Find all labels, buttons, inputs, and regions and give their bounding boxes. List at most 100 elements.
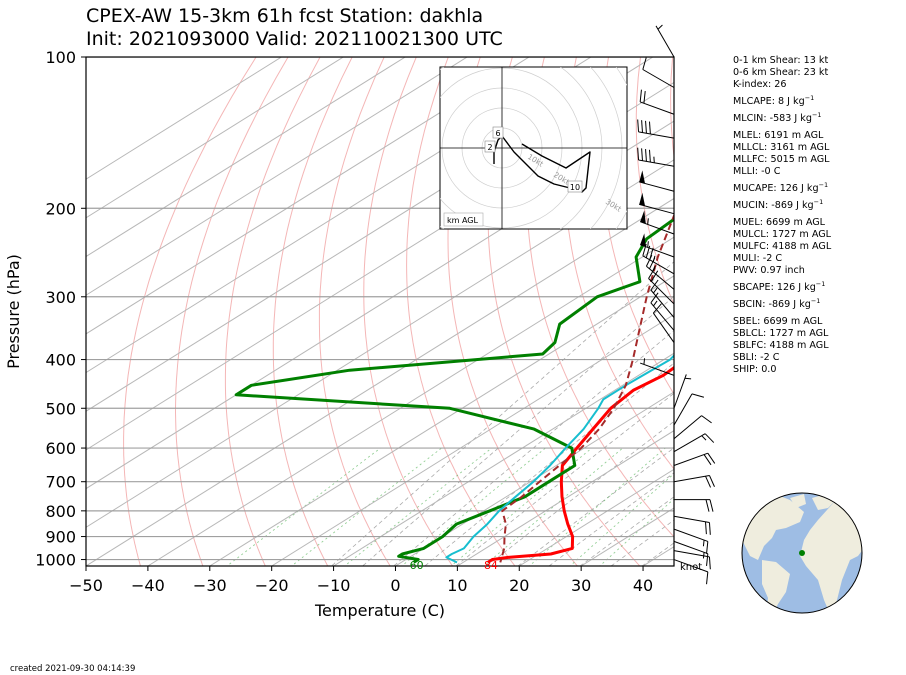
isotherm xyxy=(86,57,283,180)
parameter-unit-exponent: −1 xyxy=(811,111,822,119)
mixing-ratio-line xyxy=(483,447,623,566)
y-tick-label: 600 xyxy=(45,439,76,458)
dry-adiabat xyxy=(487,57,641,566)
wind-barb-full xyxy=(704,433,715,443)
wind-barb xyxy=(642,57,675,88)
wind-barb xyxy=(642,243,675,275)
globe-africa xyxy=(800,500,862,613)
wind-barb-full xyxy=(648,267,656,279)
parameter-row: SBEL: 6699 m AGL xyxy=(733,316,823,327)
dry-adiabat xyxy=(272,57,353,566)
moist-adiabat xyxy=(517,447,674,566)
wind-barb xyxy=(673,540,709,567)
wind-barb-staff xyxy=(646,265,675,290)
wind-barb-full xyxy=(637,119,640,132)
wind-barb-full xyxy=(641,148,643,161)
parameter-row: SBCAPE: 126 J kg−1 xyxy=(733,280,826,293)
moist-adiabat xyxy=(362,295,674,566)
parameter-row: MLEL: 6191 m AGL xyxy=(733,130,824,141)
wind-barb-full xyxy=(708,522,711,535)
y-axis-label: Pressure (hPa) xyxy=(4,254,23,369)
wind-barb xyxy=(673,452,716,466)
wind-barb-full xyxy=(703,454,712,466)
wind-barb-full xyxy=(707,452,716,464)
globe-station-marker xyxy=(799,550,805,556)
wind-barb xyxy=(673,374,692,409)
wind-barb-half xyxy=(701,435,707,441)
isotherm xyxy=(86,57,530,335)
wind-barb-full xyxy=(705,499,710,512)
hodograph-height-label: 2 xyxy=(484,140,496,153)
series-wetbulb-line xyxy=(445,354,674,564)
wind-barb xyxy=(640,210,675,235)
x-tick-label: 0 xyxy=(390,576,400,595)
wind-barb-full xyxy=(639,89,642,103)
created-timestamp: created 2021-09-30 04:14:39 xyxy=(10,664,136,674)
wind-barb-staff xyxy=(642,69,675,88)
parameter-row: MLCIN: -583 J kg−1 xyxy=(733,111,822,124)
wind-barb-full xyxy=(650,292,659,304)
y-tick-label: 1000 xyxy=(35,551,76,570)
moist-adiabat xyxy=(393,329,674,566)
hodograph-height-label-box xyxy=(492,126,504,139)
wind-barb-half xyxy=(653,287,658,294)
x-axis-label: Temperature (C) xyxy=(314,601,445,620)
dry-adiabat xyxy=(406,57,516,566)
parameters-panel: 0-1 km Shear: 13 kt 0-6 km Shear: 23 kt K-… xyxy=(733,55,831,376)
x-tick-label: −50 xyxy=(69,576,103,595)
x-tick-label: −20 xyxy=(255,576,289,595)
wind-barb xyxy=(674,499,714,512)
wind-barb-full xyxy=(649,257,656,270)
parameter-row: MLCAPE: 8 J kg−1 xyxy=(733,94,815,107)
wind-barb-full xyxy=(709,499,714,512)
wind-barb-half xyxy=(702,552,705,559)
wind-barb-full xyxy=(706,571,709,585)
y-tick-label: 700 xyxy=(45,473,76,492)
wind-barb xyxy=(640,358,675,376)
wind-barb-half xyxy=(657,24,663,30)
wind-barb-half xyxy=(653,300,658,307)
wind-barb-full xyxy=(648,149,651,163)
wind-barb-full xyxy=(705,475,712,488)
x-tick-label: −40 xyxy=(131,576,165,595)
y-tick-label: 300 xyxy=(45,288,76,307)
wind-barb-half xyxy=(702,540,705,547)
x-tick-label: 30 xyxy=(571,576,591,595)
isotherm xyxy=(86,159,674,528)
wind-barb xyxy=(650,279,675,318)
mixing-ratio-line xyxy=(528,447,666,566)
wind-barb xyxy=(639,170,675,192)
hodograph-height-label-text: 6 xyxy=(495,129,500,138)
wind-barb xyxy=(673,433,715,453)
chart-title-line2: Init: 2021093000 Valid: 202110021300 UTC xyxy=(86,28,503,50)
isotherm xyxy=(147,236,674,566)
wind-barb-full xyxy=(705,521,707,535)
wind-barb-full xyxy=(691,393,705,398)
wind-barb-staff xyxy=(650,302,675,331)
series-temperature-line xyxy=(487,365,674,564)
isotherm xyxy=(86,57,345,219)
wind-barb-half xyxy=(647,241,649,248)
mixing-ratio-line xyxy=(343,447,492,566)
globe-greenland xyxy=(790,494,806,508)
wind-barb-staff xyxy=(638,131,675,139)
x-tick-label: 20 xyxy=(509,576,529,595)
hodograph-height-label: 6 xyxy=(492,126,504,139)
wind-barb xyxy=(673,393,705,426)
dry-adiabat xyxy=(635,57,674,306)
wind-barb xyxy=(639,192,675,215)
parameter-row: SBCIN: -869 J kg−1 xyxy=(733,297,821,310)
wind-barb-full xyxy=(645,245,651,258)
series-parcel-line xyxy=(499,212,674,563)
wind-barb-staff xyxy=(640,362,675,376)
surface-dewpoint-label: 60 xyxy=(410,559,424,572)
isotherm xyxy=(86,197,674,566)
wind-barb-staff xyxy=(673,474,710,483)
y-tick-label: 400 xyxy=(45,351,76,370)
wind-barb-full xyxy=(652,303,662,314)
y-tick-label: 100 xyxy=(45,48,76,67)
parameter-row: MLLFC: 5015 m AGL xyxy=(733,154,830,165)
x-tick-label: −30 xyxy=(193,576,227,595)
y-tick-label: 800 xyxy=(45,502,76,521)
